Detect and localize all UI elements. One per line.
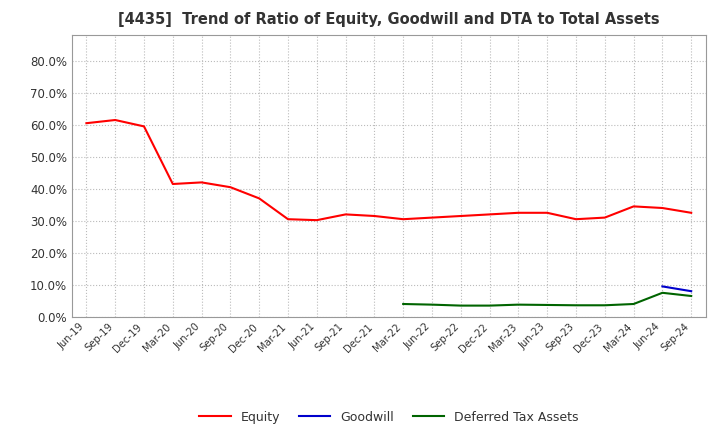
Equity [168, 181, 177, 187]
Deferred Tax Assets [572, 303, 580, 308]
Deferred Tax Assets [514, 302, 523, 307]
Deferred Tax Assets [543, 302, 552, 308]
Equity [629, 204, 638, 209]
Equity [197, 180, 206, 185]
Deferred Tax Assets [658, 290, 667, 295]
Deferred Tax Assets [687, 293, 696, 299]
Legend: Equity, Goodwill, Deferred Tax Assets: Equity, Goodwill, Deferred Tax Assets [194, 406, 583, 429]
Goodwill [687, 289, 696, 294]
Deferred Tax Assets [456, 303, 465, 308]
Equity [82, 121, 91, 126]
Deferred Tax Assets [399, 301, 408, 307]
Equity [600, 215, 609, 220]
Title: [4435]  Trend of Ratio of Equity, Goodwill and DTA to Total Assets: [4435] Trend of Ratio of Equity, Goodwil… [118, 12, 660, 27]
Equity [514, 210, 523, 216]
Equity [658, 205, 667, 211]
Line: Equity: Equity [86, 120, 691, 220]
Deferred Tax Assets [485, 303, 494, 308]
Line: Goodwill: Goodwill [662, 286, 691, 291]
Equity [687, 210, 696, 216]
Equity [399, 216, 408, 222]
Deferred Tax Assets [629, 301, 638, 307]
Equity [572, 216, 580, 222]
Goodwill [658, 284, 667, 289]
Equity [284, 216, 292, 222]
Equity [341, 212, 350, 217]
Line: Deferred Tax Assets: Deferred Tax Assets [403, 293, 691, 306]
Equity [456, 213, 465, 219]
Equity [312, 217, 321, 223]
Equity [226, 184, 235, 190]
Deferred Tax Assets [428, 302, 436, 307]
Equity [255, 196, 264, 201]
Equity [140, 124, 148, 129]
Deferred Tax Assets [600, 303, 609, 308]
Equity [370, 213, 379, 219]
Equity [485, 212, 494, 217]
Equity [543, 210, 552, 216]
Equity [111, 117, 120, 123]
Equity [428, 215, 436, 220]
